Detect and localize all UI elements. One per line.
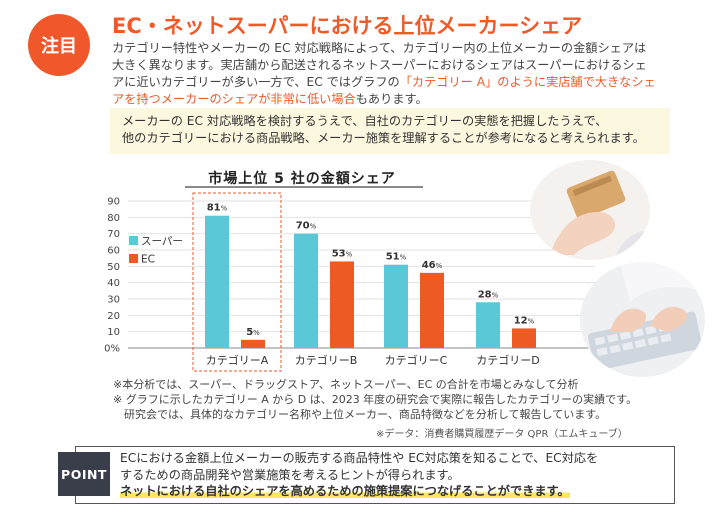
data-label: 53% [332, 248, 353, 259]
data-label: 70% [296, 221, 317, 232]
intro-line-2: 大きく異なります。実店舗から配送されるネットスーパーにおけるシェアはスーパーにお… [112, 58, 647, 72]
data-source: ※データ：消費者購買履歴データ QPR（エムキューブ） [376, 429, 628, 440]
attention-badge: 注目 [28, 14, 90, 76]
y-tick-label: 30 [107, 295, 120, 306]
bar-super [294, 233, 318, 348]
x-category-label: カテゴリーA [206, 353, 269, 367]
legend-swatch [129, 254, 138, 263]
note-3: 研究会では、具体的なカテゴリー名称や上位メーカー、商品特徴などを分析して報告して… [124, 408, 607, 421]
point-emphasis: ネットにおける自社のシェアを高めるための施策提案につなげることができます。 [120, 484, 570, 498]
y-tick-label: 0% [104, 344, 120, 355]
point-label: POINT [58, 452, 110, 496]
y-tick-label: 60 [107, 246, 120, 257]
x-category-label: カテゴリーD [476, 353, 539, 367]
y-tick-label: 50 [107, 262, 120, 273]
x-category-label: カテゴリーC [385, 353, 448, 367]
info-line-1: メーカーの EC 対応戦略を検討するうえで、自社のカテゴリーの実態を把握したうえ… [122, 114, 608, 128]
intro-line-3-text: アに近いカテゴリーが多い一方で、EC ではグラフの [112, 75, 400, 89]
point-line-3: ネットにおける自社のシェアを高めるための施策提案につなげることができます。 [120, 483, 598, 500]
bar-super [384, 264, 408, 348]
info-line-2: 他のカテゴリーにおける商品戦略、メーカー施策を理解することが参考になると考えられ… [122, 131, 645, 145]
y-tick-label: 70 [107, 229, 120, 240]
data-label: 12% [514, 315, 535, 326]
data-label: 5% [246, 327, 260, 338]
chart-notes: ※本分析では、スーパー、ドラッグストア、ネットスーパー、EC の合計を市場とみな… [113, 377, 637, 422]
y-tick-label: 40 [107, 278, 120, 289]
y-tick-label: 90 [107, 197, 120, 208]
data-label: 28% [478, 289, 499, 300]
intro-line-3: アに近いカテゴリーが多い一方で、EC ではグラフの「カテゴリー A」のように実店… [112, 74, 672, 91]
y-tick-label: 10 [107, 327, 120, 338]
point-line-1: ECにおける金額上位メーカーの販売する商品特性や EC対応策を知ることで、EC対… [120, 451, 599, 465]
data-label: 81% [207, 203, 228, 214]
note-1: ※本分析では、スーパー、ドラッグストア、ネットスーパー、EC の合計を市場とみな… [113, 378, 579, 391]
bar-ec [330, 261, 354, 348]
x-category-label: カテゴリーB [295, 353, 358, 367]
highlight-box-category-a [192, 192, 282, 372]
intro-line-4: アを持つメーカーのシェアが非常に低い場合もあります。 [112, 91, 672, 108]
bar-ec [241, 339, 265, 348]
intro-paragraph: カテゴリー特性やメーカーの EC 対応戦略によって、カテゴリー内の上位メーカーの… [112, 40, 672, 108]
intro-highlight-1: 「カテゴリー A」のように実店舗で大きなシェ [399, 75, 656, 89]
intro-tail: もあります。 [355, 92, 428, 106]
note-2: ※ グラフに示したカテゴリー A から D は、2023 年度の研究会で実際に報… [113, 393, 638, 406]
bar-ec [420, 272, 444, 348]
y-tick-label: 80 [107, 213, 120, 224]
bar-super [205, 215, 229, 348]
chart-title: 市場上位 5 社の金額シェア [208, 171, 396, 187]
bar-super [476, 302, 500, 348]
bar-ec [512, 328, 536, 348]
intro-line-1: カテゴリー特性やメーカーの EC 対応戦略によって、カテゴリー内の上位メーカーの… [112, 41, 647, 55]
legend-label: スーパー [141, 236, 183, 248]
photo-hand-card [530, 160, 650, 260]
intro-highlight-2: アを持つメーカーのシェアが非常に低い場合 [112, 92, 356, 106]
point-text: ECにおける金額上位メーカーの販売する商品特性や EC対応策を知ることで、EC対… [120, 450, 598, 500]
badge-label: 注目 [41, 36, 77, 57]
legend-swatch [129, 236, 138, 245]
legend-label: EC [141, 254, 155, 266]
data-label: 51% [386, 252, 407, 263]
data-label: 46% [422, 260, 443, 271]
page-title: EC・ネットスーパーにおける上位メーカーシェア [112, 14, 583, 38]
info-box: メーカーの EC 対応戦略を検討するうえで、自社のカテゴリーの実態を把握したうえ… [110, 108, 670, 154]
photo-keyboard [580, 262, 705, 377]
point-line-2: するための商品開発や営業施策を考えるヒントが得られます。 [120, 467, 460, 482]
y-tick-label: 20 [107, 311, 120, 322]
